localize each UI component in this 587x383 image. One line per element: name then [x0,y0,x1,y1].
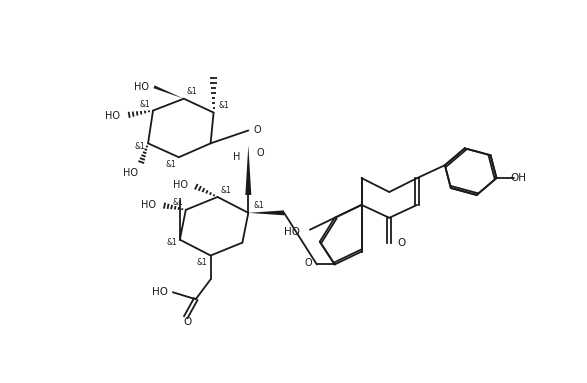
Text: HO: HO [105,111,120,121]
Text: HO: HO [173,180,188,190]
Text: HO: HO [152,287,168,297]
Text: &1: &1 [134,142,145,151]
Polygon shape [245,145,251,195]
Polygon shape [248,210,284,215]
Text: &1: &1 [187,87,198,96]
Text: O: O [254,126,261,136]
Text: HO: HO [284,227,300,237]
Text: H: H [233,152,241,162]
Text: HO: HO [123,168,138,178]
Text: O: O [257,148,264,158]
Text: &1: &1 [139,100,150,109]
Text: HO: HO [134,82,149,92]
Text: O: O [304,259,312,268]
Text: &1: &1 [197,258,208,267]
Text: &1: &1 [254,201,264,210]
Text: &1: &1 [221,185,231,195]
Text: O: O [184,317,192,327]
Text: &1: &1 [172,198,183,208]
Text: &1: &1 [166,238,177,247]
Polygon shape [153,85,184,99]
Text: O: O [397,237,406,248]
Text: OH: OH [511,173,527,183]
Text: &1: &1 [218,101,230,110]
Text: HO: HO [141,200,156,210]
Text: &1: &1 [165,160,176,169]
